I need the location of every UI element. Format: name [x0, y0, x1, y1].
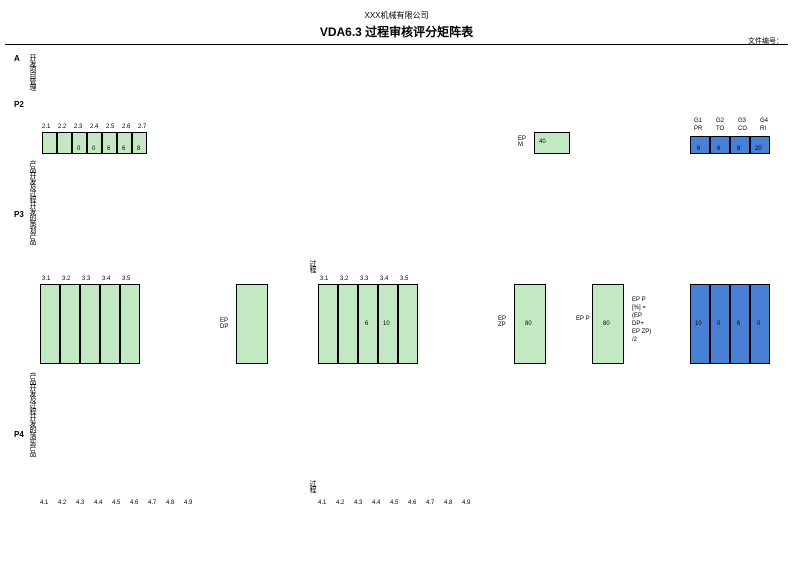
- p2-cell: [57, 132, 72, 154]
- p3-mid-cell: 10: [378, 284, 398, 364]
- p3-mid-cell: [318, 284, 338, 364]
- p4-label: 4.2: [58, 500, 66, 506]
- row-a-label: A: [14, 54, 20, 63]
- p2-cell-label: 2.7: [138, 124, 146, 130]
- p3-cell-label: 3.5: [122, 276, 130, 282]
- p4-label: 4.8: [166, 500, 174, 506]
- row-p4-label: P4: [14, 430, 24, 439]
- page-title: VDA6.3 过程审核评分矩阵表: [0, 23, 793, 40]
- p2-cell-label: 2.3: [74, 124, 82, 130]
- p4-label: 4.3: [76, 500, 84, 506]
- g-sub: PR: [694, 126, 702, 132]
- g-head: G3: [738, 118, 746, 124]
- g-head: G2: [716, 118, 724, 124]
- p2-cell: 0: [72, 132, 87, 154]
- g-cell: 6: [690, 136, 710, 154]
- g-sub: TO: [716, 126, 724, 132]
- g-cell: 8: [730, 136, 750, 154]
- p4-mid-label: 4.1: [318, 500, 326, 506]
- p3-cell-label: 3.3: [82, 276, 90, 282]
- p3-mid-label: 3.2: [340, 276, 348, 282]
- g-head: G1: [694, 118, 702, 124]
- p2-cell: 0: [87, 132, 102, 154]
- p4-label: 4.4: [94, 500, 102, 506]
- ep-p-label: EP P: [576, 316, 590, 322]
- ep-zp-label: EP ZP: [498, 316, 512, 328]
- g-cell: 20: [750, 136, 770, 154]
- p4-mid-label: 4.2: [336, 500, 344, 506]
- p2-cell-label: 2.2: [58, 124, 66, 130]
- p3-mid-label: 3.3: [360, 276, 368, 282]
- p2-cell: 6: [117, 132, 132, 154]
- g-cell: 6: [710, 136, 730, 154]
- ep-zp-cell: 80: [514, 284, 546, 364]
- ep-m-label: EP M: [518, 136, 532, 148]
- ep-dp-label: EP DP: [220, 318, 234, 330]
- p4-mid-label: 4.8: [444, 500, 452, 506]
- p2-vtext: 开发项目管理: [28, 54, 37, 90]
- p3-cell-label: 3.1: [42, 276, 50, 282]
- p3-blue-cell: 0: [750, 284, 770, 364]
- p4-mid-label: 4.3: [354, 500, 362, 506]
- company-name: XXX机械有限公司: [0, 10, 793, 21]
- p2-cell-label: 2.4: [90, 124, 98, 130]
- p4-label: 4.6: [130, 500, 138, 506]
- p3-mid-cell: [398, 284, 418, 364]
- p4-mid-label: 4.5: [390, 500, 398, 506]
- p3-cell: [120, 284, 140, 364]
- p4-label: 4.9: [184, 500, 192, 506]
- p3-cell: [40, 284, 60, 364]
- p4-mid-label: 4.7: [426, 500, 434, 506]
- p3-mid-cell: [338, 284, 358, 364]
- row-p2-label: P2: [14, 100, 24, 109]
- g-head: G4: [760, 118, 768, 124]
- p2-cell-label: 2.5: [106, 124, 114, 130]
- p3-blue-cell: 10: [690, 284, 710, 364]
- p4-mid-vtext: 过程: [308, 480, 317, 492]
- g-sub: RI: [760, 126, 766, 132]
- p4-label: 4.1: [40, 500, 48, 506]
- p3-mid-label: 3.1: [320, 276, 328, 282]
- p2-cell-label: 2.6: [122, 124, 130, 130]
- p4-mid-label: 4.9: [462, 500, 470, 506]
- p3-cell-label: 3.2: [62, 276, 70, 282]
- p4-vtext: 产品开发及过程开发的落实产品: [28, 372, 37, 456]
- p3-cell: [100, 284, 120, 364]
- p3-mid-label: 3.4: [380, 276, 388, 282]
- ep-m-cell: 40: [534, 132, 570, 154]
- ep-p-cell: 80: [592, 284, 624, 364]
- p3-cell-label: 3.4: [102, 276, 110, 282]
- p4-mid-label: 4.4: [372, 500, 380, 506]
- ep-formula: EP P [%] =(EP DP+ EP ZP) /2: [632, 296, 652, 344]
- header-rule: [5, 44, 788, 45]
- p3-mid-vtext: 过程: [308, 260, 317, 272]
- p3-blue-cell: 6: [730, 284, 750, 364]
- p2-cell-label: 2.1: [42, 124, 50, 130]
- p3-mid-cell: 6: [358, 284, 378, 364]
- p4-mid-label: 4.6: [408, 500, 416, 506]
- p3-mid-label: 3.5: [400, 276, 408, 282]
- p3-cell: [60, 284, 80, 364]
- p3-blue-cell: 0: [710, 284, 730, 364]
- p4-label: 4.7: [148, 500, 156, 506]
- p3-cell: [80, 284, 100, 364]
- p2-cell: 8: [132, 132, 147, 154]
- g-sub: CO: [738, 126, 747, 132]
- p3-vtext: 产品开发及过程开发的策划产品: [28, 160, 37, 244]
- row-p3-label: P3: [14, 210, 24, 219]
- p2-cell: [42, 132, 57, 154]
- header: XXX机械有限公司 VDA6.3 过程审核评分矩阵表: [0, 0, 793, 40]
- p2-cell: 6: [102, 132, 117, 154]
- p4-label: 4.5: [112, 500, 120, 506]
- ep-dp-cell: [236, 284, 268, 364]
